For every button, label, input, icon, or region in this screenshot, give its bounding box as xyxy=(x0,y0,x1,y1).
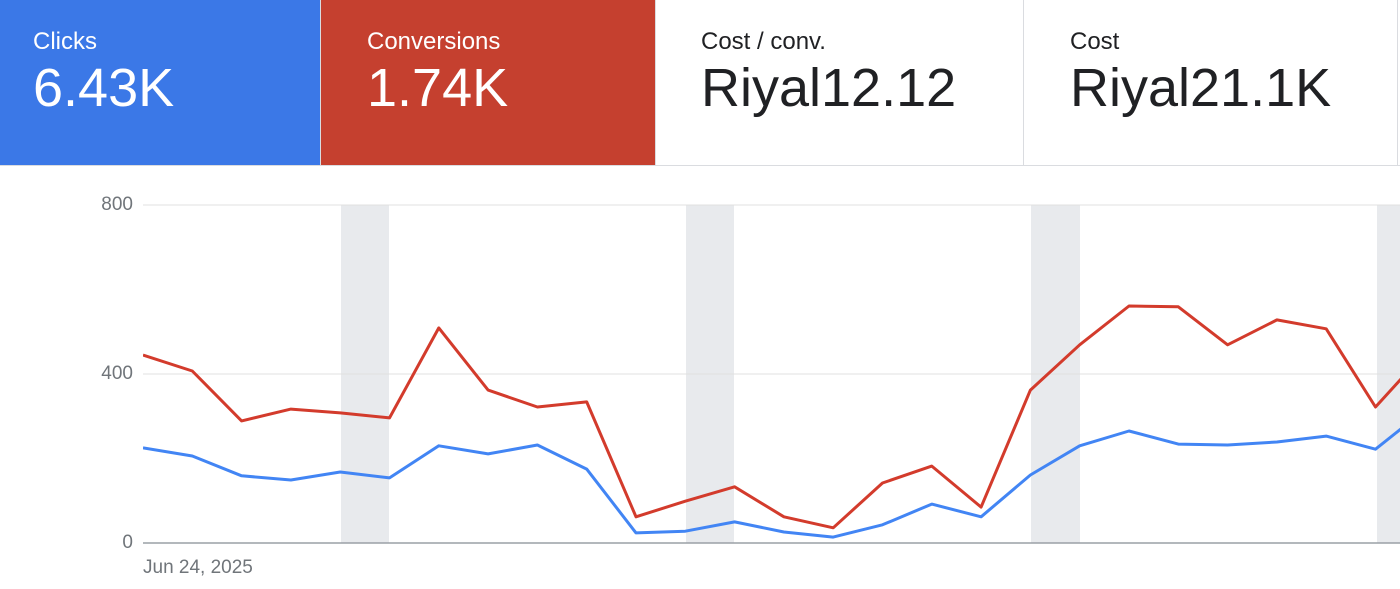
scorecards: Clicks 6.43K Conversions 1.74K Cost / co… xyxy=(0,0,1400,166)
scorecard-value: Riyal21.1K xyxy=(1070,58,1332,118)
chart: 0 400 800 Jun 24, 2025 xyxy=(101,194,1400,578)
series-line xyxy=(143,304,1400,530)
y-tick-label: 400 xyxy=(101,363,133,384)
scorecard[interactable]: Cost / conv. Riyal12.12 xyxy=(656,0,1024,165)
scorecard-value: Riyal12.12 xyxy=(701,58,957,118)
scorecard[interactable]: Cost Riyal21.1K xyxy=(1024,0,1398,165)
scorecard-label: Clicks xyxy=(33,28,97,55)
x-tick-label: Jun 24, 2025 xyxy=(143,557,253,578)
plot-lines xyxy=(143,304,1400,539)
scorecard[interactable]: Conversions 1.74K xyxy=(321,0,656,165)
scorecard-label: Cost xyxy=(1070,28,1120,55)
y-tick-label: 800 xyxy=(101,194,133,215)
y-tick-label: 0 xyxy=(122,532,133,553)
series-line xyxy=(143,427,1400,539)
scorecard-value: 1.74K xyxy=(367,58,509,118)
scorecard-label: Cost / conv. xyxy=(701,28,826,55)
scorecard-value: 6.43K xyxy=(33,58,175,118)
scorecard-label: Conversions xyxy=(367,28,501,55)
scorecard[interactable]: Clicks 6.43K xyxy=(0,0,321,165)
